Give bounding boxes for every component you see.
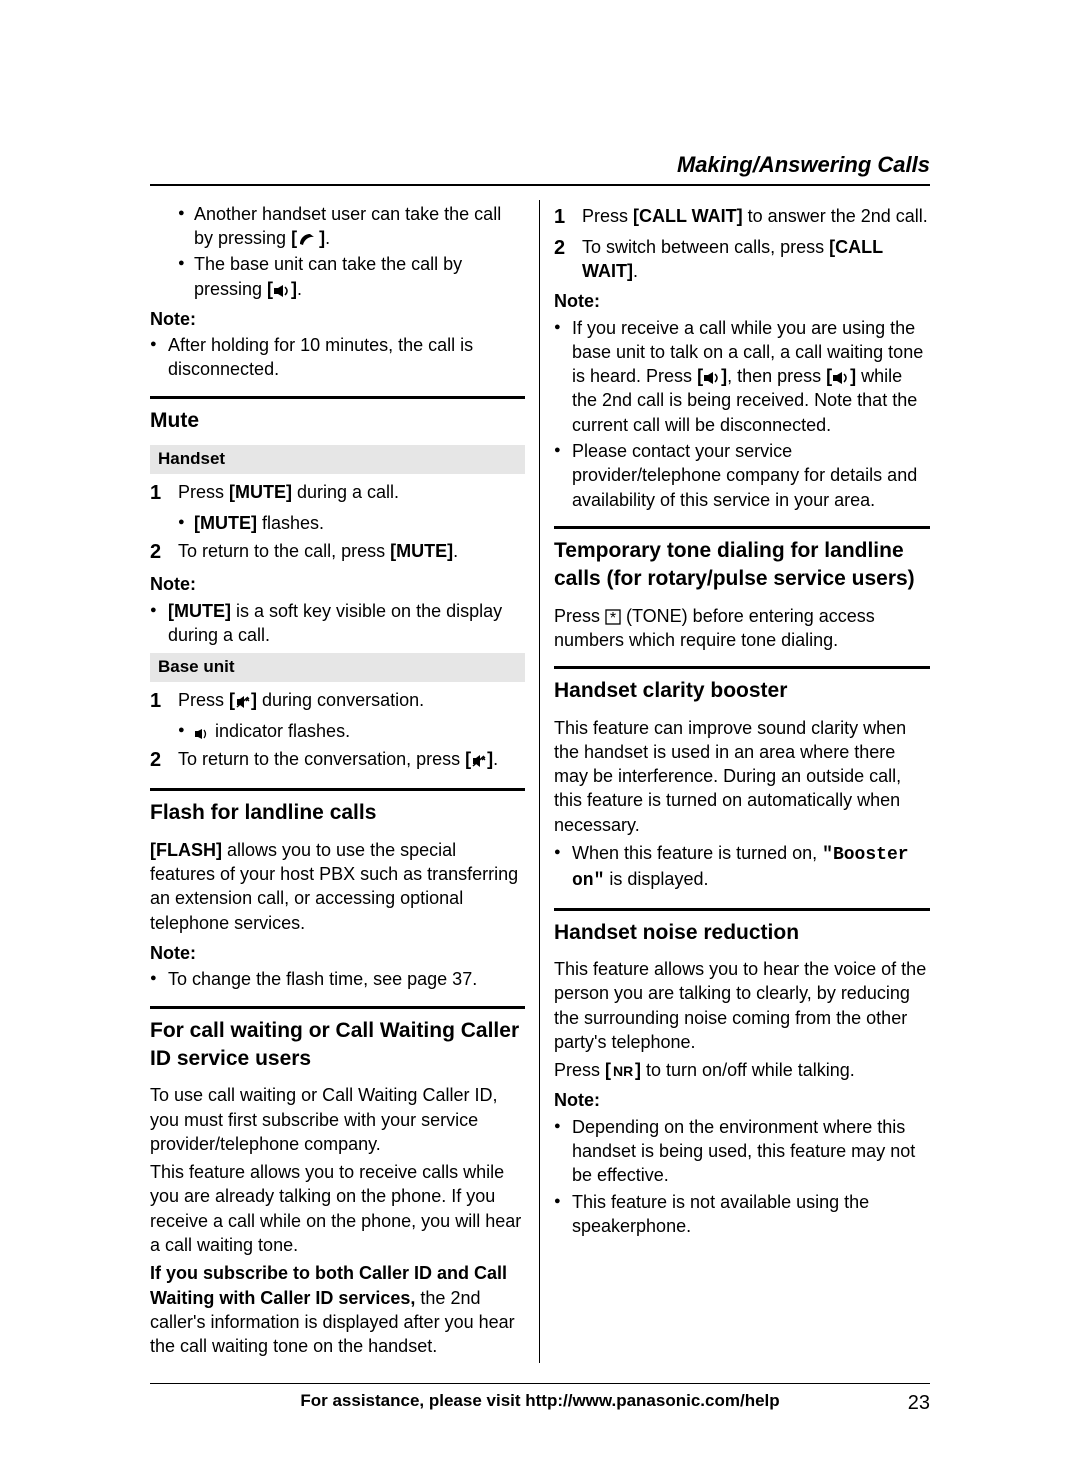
page-header: Making/Answering Calls bbox=[150, 150, 930, 186]
step-body: Press [MUTE] during a call. bbox=[178, 480, 525, 507]
list-item: This feature is not available using the … bbox=[554, 1190, 930, 1239]
mute-handset-note: [MUTE] is a soft key visible on the disp… bbox=[150, 599, 525, 648]
numbered-step: 2To switch between calls, press [CALL WA… bbox=[554, 235, 930, 284]
step-body: To return to the conversation, press []. bbox=[178, 747, 525, 774]
step-sub-list: indicator flashes. bbox=[178, 719, 525, 743]
step-number: 1 bbox=[554, 204, 582, 231]
two-column-layout: Another handset user can take the call b… bbox=[150, 200, 930, 1363]
callwait-note: If you receive a call while you are usin… bbox=[554, 316, 930, 512]
hold-note-list: After holding for 10 minutes, the call i… bbox=[150, 333, 525, 382]
baseunit-subheader: Base unit bbox=[150, 653, 525, 682]
callwaiting-p2: This feature allows you to receive calls… bbox=[150, 1160, 525, 1257]
footer-assist-text: For assistance, please visit http://www.… bbox=[190, 1390, 890, 1417]
list-item: Depending on the environment where this … bbox=[554, 1115, 930, 1188]
svg-text:NR: NR bbox=[613, 1063, 633, 1079]
booster-body: This feature can improve sound clarity w… bbox=[554, 716, 930, 837]
flash-heading: Flash for landline calls bbox=[150, 799, 525, 827]
list-item: indicator flashes. bbox=[178, 719, 525, 743]
list-item: After holding for 10 minutes, the call i… bbox=[150, 333, 525, 382]
note-label: Note: bbox=[554, 289, 930, 313]
mute-handset-steps: 1Press [MUTE] during a call. [MUTE] flash… bbox=[150, 480, 525, 566]
list-item: [MUTE] is a soft key visible on the disp… bbox=[150, 599, 525, 648]
callwaiting-heading: For call waiting or Call Waiting Caller … bbox=[150, 1017, 525, 1074]
section-divider bbox=[150, 1006, 525, 1009]
step-number: 2 bbox=[150, 539, 178, 566]
callwaiting-p1: To use call waiting or Call Waiting Call… bbox=[150, 1083, 525, 1156]
tone-heading: Temporary tone dialing for landline call… bbox=[554, 537, 930, 594]
list-item: If you receive a call while you are usin… bbox=[554, 316, 930, 437]
booster-bullet: When this feature is turned on, "Booster… bbox=[554, 841, 930, 894]
list-item: Please contact your service provider/tel… bbox=[554, 439, 930, 512]
left-column: Another handset user can take the call b… bbox=[150, 200, 540, 1363]
right-column: 1Press [CALL WAIT] to answer the 2nd cal… bbox=[540, 200, 930, 1363]
mute-heading: Mute bbox=[150, 407, 525, 435]
tone-body: Press * (TONE) before entering access nu… bbox=[554, 604, 930, 653]
numbered-step: 2To return to the conversation, press []… bbox=[150, 747, 525, 774]
section-divider bbox=[554, 526, 930, 529]
svg-text:*: * bbox=[610, 610, 616, 625]
section-divider bbox=[150, 788, 525, 791]
noise-body: This feature allows you to hear the voic… bbox=[554, 957, 930, 1054]
step-body: To switch between calls, press [CALL WAI… bbox=[582, 235, 930, 284]
flash-body: [FLASH] allows you to use the special fe… bbox=[150, 838, 525, 935]
numbered-step: 1Press [] during conversation. bbox=[150, 688, 525, 715]
step-body: Press [CALL WAIT] to answer the 2nd call… bbox=[582, 204, 930, 231]
footer-spacer bbox=[150, 1390, 190, 1417]
booster-heading: Handset clarity booster bbox=[554, 677, 930, 705]
note-label: Note: bbox=[554, 1088, 930, 1112]
noise-note: Depending on the environment where this … bbox=[554, 1115, 930, 1238]
step-number: 2 bbox=[150, 747, 178, 774]
section-divider bbox=[554, 666, 930, 669]
flash-note: To change the flash time, see page 37. bbox=[150, 967, 525, 991]
numbered-step: 2To return to the call, press [MUTE]. bbox=[150, 539, 525, 566]
noise-heading: Handset noise reduction bbox=[554, 919, 930, 947]
numbered-step: 1Press [CALL WAIT] to answer the 2nd cal… bbox=[554, 204, 930, 231]
page-number: 23 bbox=[890, 1390, 930, 1417]
step-body: To return to the call, press [MUTE]. bbox=[178, 539, 525, 566]
manual-page: Making/Answering Calls Another handset u… bbox=[0, 0, 1080, 1467]
step-body: Press [] during conversation. bbox=[178, 688, 525, 715]
callwait-steps: 1Press [CALL WAIT] to answer the 2nd cal… bbox=[554, 204, 930, 284]
numbered-step: 1Press [MUTE] during a call. bbox=[150, 480, 525, 507]
note-label: Note: bbox=[150, 941, 525, 965]
step-sub-list: [MUTE] flashes. bbox=[178, 511, 525, 535]
section-divider bbox=[150, 396, 525, 399]
noise-press: Press [NR] to turn on/off while talking. bbox=[554, 1058, 930, 1082]
callwaiting-p3: If you subscribe to both Caller ID and C… bbox=[150, 1261, 525, 1358]
section-divider bbox=[554, 908, 930, 911]
handset-subheader: Handset bbox=[150, 445, 525, 474]
step-number: 1 bbox=[150, 480, 178, 507]
list-item: To change the flash time, see page 37. bbox=[150, 967, 525, 991]
hold-continue-bullets: Another handset user can take the call b… bbox=[178, 202, 525, 301]
list-item: [MUTE] flashes. bbox=[178, 511, 525, 535]
step-number: 1 bbox=[150, 688, 178, 715]
mute-base-steps: 1Press [] during conversation. indicator… bbox=[150, 688, 525, 774]
booster-bullet-item: When this feature is turned on, "Booster… bbox=[554, 841, 930, 894]
step-number: 2 bbox=[554, 235, 582, 284]
list-item: The base unit can take the call by press… bbox=[178, 252, 525, 301]
note-label: Note: bbox=[150, 572, 525, 596]
list-item: Another handset user can take the call b… bbox=[178, 202, 525, 251]
note-label: Note: bbox=[150, 307, 525, 331]
page-footer: For assistance, please visit http://www.… bbox=[150, 1383, 930, 1417]
